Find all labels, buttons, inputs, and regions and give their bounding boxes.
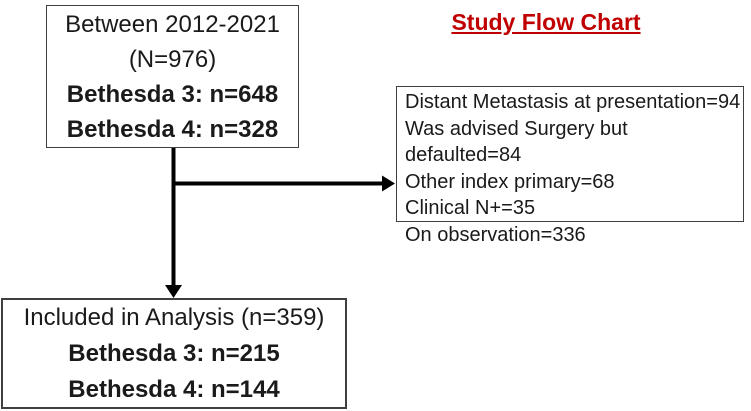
excluded-reason-line: Clinical N+=35 (405, 197, 536, 219)
included-bethesda4-line: Bethesda 4: n=144 (68, 376, 280, 403)
included-box: Included in Analysis (n=359) Bethesda 3:… (1, 298, 347, 409)
cohort-total-line: (N=976) (128, 46, 217, 73)
excluded-reason-line: Other index primary=68 (405, 170, 615, 193)
excluded-reason-line: On observation=336 (405, 223, 586, 246)
arrowhead-right-icon (382, 175, 395, 192)
cohort-period-line: Between 2012-2021 (65, 11, 280, 38)
included-total-line: Included in Analysis (n=359) (23, 304, 325, 331)
cohort-bethesda4-line: Bethesda 4: n=328 (66, 116, 279, 143)
included-bethesda3-line: Bethesda 3: n=215 (68, 340, 280, 367)
cohort-box: Between 2012-2021 (N=976) Bethesda 3: n=… (46, 5, 299, 148)
chart-title: Study Flow Chart (451, 9, 641, 35)
excluded-box: Distant Metastasis at presentation=94 Wa… (396, 86, 744, 246)
excluded-reason-line: Distant Metastasis at presentation=94 (405, 91, 741, 113)
excluded-reason-line: Was advised Surgery but defaulted=84 (405, 117, 628, 167)
arrowhead-down-icon (165, 285, 182, 298)
cohort-bethesda3-line: Bethesda 3: n=648 (66, 81, 279, 108)
